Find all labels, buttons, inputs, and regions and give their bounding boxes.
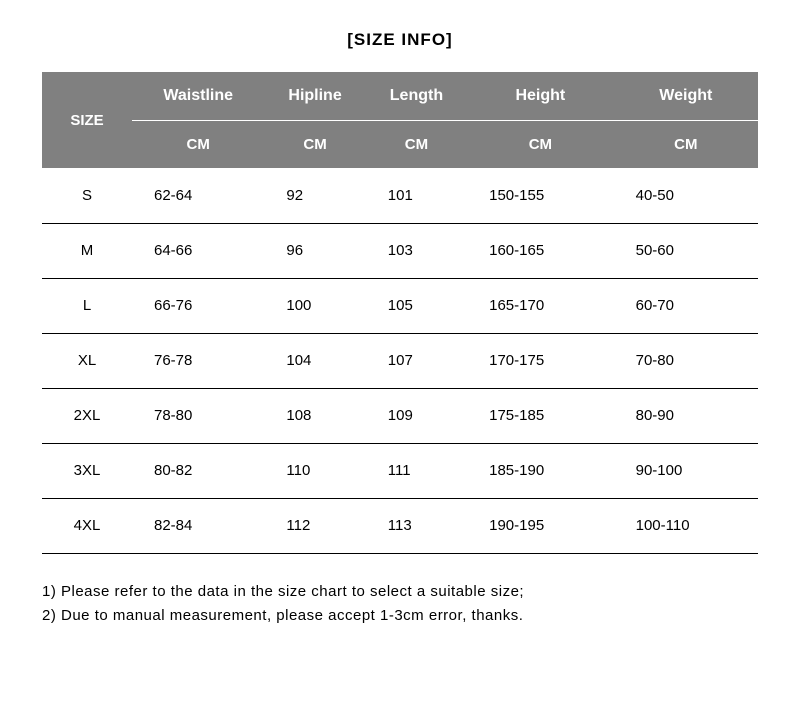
header-col: Hipline xyxy=(264,72,365,120)
cell-value: 101 xyxy=(366,168,467,223)
cell-value: 100-110 xyxy=(614,498,758,553)
header-unit: CM xyxy=(264,120,365,168)
cell-value: 90-100 xyxy=(614,443,758,498)
cell-value: 96 xyxy=(264,223,365,278)
header-col: Length xyxy=(366,72,467,120)
cell-value: 64-66 xyxy=(132,223,264,278)
table-row: 3XL 80-82 110 111 185-190 90-100 xyxy=(42,443,758,498)
cell-value: 70-80 xyxy=(614,333,758,388)
table-header: SIZE Waistline Hipline Length Height Wei… xyxy=(42,72,758,168)
cell-value: 66-76 xyxy=(132,278,264,333)
cell-value: 92 xyxy=(264,168,365,223)
table-row: XL 76-78 104 107 170-175 70-80 xyxy=(42,333,758,388)
cell-value: 40-50 xyxy=(614,168,758,223)
table-row: M 64-66 96 103 160-165 50-60 xyxy=(42,223,758,278)
cell-value: 78-80 xyxy=(132,388,264,443)
cell-value: 82-84 xyxy=(132,498,264,553)
header-col: Weight xyxy=(614,72,758,120)
cell-size: S xyxy=(42,168,132,223)
size-table: SIZE Waistline Hipline Length Height Wei… xyxy=(42,72,758,554)
table-row: S 62-64 92 101 150-155 40-50 xyxy=(42,168,758,223)
cell-value: 160-165 xyxy=(467,223,613,278)
cell-value: 110 xyxy=(264,443,365,498)
note-line: 1) Please refer to the data in the size … xyxy=(42,580,758,604)
cell-value: 104 xyxy=(264,333,365,388)
cell-value: 190-195 xyxy=(467,498,613,553)
header-unit: CM xyxy=(132,120,264,168)
cell-size: 3XL xyxy=(42,443,132,498)
table-row: L 66-76 100 105 165-170 60-70 xyxy=(42,278,758,333)
cell-value: 170-175 xyxy=(467,333,613,388)
header-col: Height xyxy=(467,72,613,120)
header-col: Waistline xyxy=(132,72,264,120)
cell-value: 60-70 xyxy=(614,278,758,333)
cell-value: 111 xyxy=(366,443,467,498)
cell-value: 108 xyxy=(264,388,365,443)
cell-value: 175-185 xyxy=(467,388,613,443)
cell-value: 150-155 xyxy=(467,168,613,223)
cell-size: L xyxy=(42,278,132,333)
cell-size: XL xyxy=(42,333,132,388)
cell-value: 113 xyxy=(366,498,467,553)
header-unit: CM xyxy=(467,120,613,168)
cell-value: 109 xyxy=(366,388,467,443)
page-title: [SIZE INFO] xyxy=(42,30,758,50)
cell-value: 62-64 xyxy=(132,168,264,223)
table-row: 2XL 78-80 108 109 175-185 80-90 xyxy=(42,388,758,443)
cell-value: 105 xyxy=(366,278,467,333)
cell-value: 112 xyxy=(264,498,365,553)
cell-value: 103 xyxy=(366,223,467,278)
note-line: 2) Due to manual measurement, please acc… xyxy=(42,604,758,628)
cell-value: 80-82 xyxy=(132,443,264,498)
cell-size: 4XL xyxy=(42,498,132,553)
header-size: SIZE xyxy=(42,72,132,168)
header-unit: CM xyxy=(614,120,758,168)
header-unit: CM xyxy=(366,120,467,168)
cell-value: 50-60 xyxy=(614,223,758,278)
table-body: S 62-64 92 101 150-155 40-50 M 64-66 96 … xyxy=(42,168,758,553)
cell-value: 107 xyxy=(366,333,467,388)
table-row: 4XL 82-84 112 113 190-195 100-110 xyxy=(42,498,758,553)
cell-value: 100 xyxy=(264,278,365,333)
cell-value: 165-170 xyxy=(467,278,613,333)
notes: 1) Please refer to the data in the size … xyxy=(42,580,758,628)
cell-value: 80-90 xyxy=(614,388,758,443)
cell-value: 185-190 xyxy=(467,443,613,498)
cell-size: 2XL xyxy=(42,388,132,443)
cell-value: 76-78 xyxy=(132,333,264,388)
cell-size: M xyxy=(42,223,132,278)
